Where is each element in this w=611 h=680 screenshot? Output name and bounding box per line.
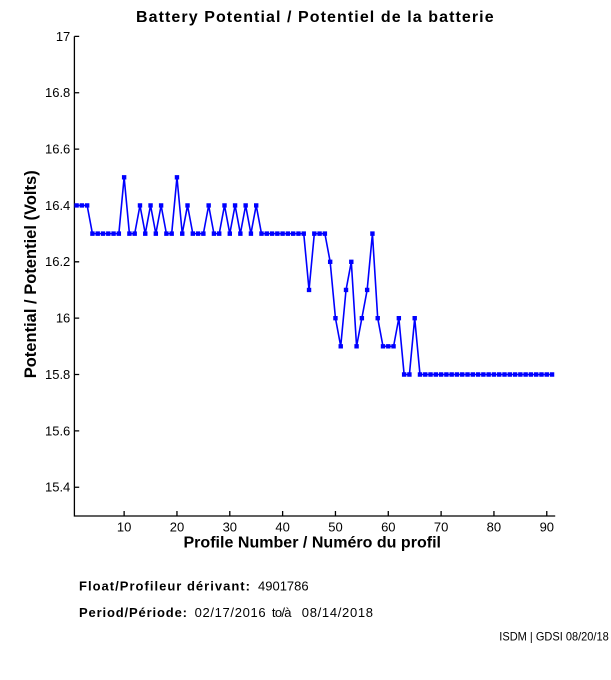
svg-text:Potential / Potentiel (Volts): Potential / Potentiel (Volts) (22, 170, 40, 378)
svg-text:ISDM | GDSI 08/20/18: ISDM | GDSI 08/20/18 (499, 629, 609, 643)
svg-text:Battery Potential / Potentiel: Battery Potential / Potentiel de la batt… (136, 9, 494, 26)
svg-text:16.6: 16.6 (45, 142, 70, 157)
svg-text:4901786: 4901786 (258, 579, 309, 594)
svg-text:80: 80 (487, 519, 501, 534)
svg-text:Float/Profileur dérivant:: Float/Profileur dérivant: (79, 579, 250, 594)
svg-text:02/17/2016: 02/17/2016 (195, 605, 266, 620)
svg-text:16: 16 (56, 311, 70, 326)
svg-text:20: 20 (170, 519, 184, 534)
svg-text:to/à: to/à (272, 605, 292, 620)
svg-text:08/14/2018: 08/14/2018 (302, 605, 373, 620)
svg-text:60: 60 (381, 519, 395, 534)
svg-text:40: 40 (275, 519, 289, 534)
svg-text:15.6: 15.6 (45, 423, 70, 438)
svg-text:Profile Number / Numéro du pro: Profile Number / Numéro du profil (184, 535, 442, 552)
svg-text:10: 10 (117, 519, 131, 534)
svg-text:Period/Période:: Period/Période: (79, 605, 187, 620)
svg-text:70: 70 (434, 519, 448, 534)
svg-text:50: 50 (328, 519, 342, 534)
svg-text:90: 90 (540, 519, 554, 534)
svg-text:16.8: 16.8 (45, 85, 70, 100)
svg-text:17: 17 (56, 29, 70, 44)
svg-text:15.8: 15.8 (45, 367, 70, 382)
svg-text:15.4: 15.4 (45, 480, 70, 495)
svg-text:16.4: 16.4 (45, 198, 70, 213)
svg-text:30: 30 (223, 519, 237, 534)
svg-text:16.2: 16.2 (45, 254, 70, 269)
